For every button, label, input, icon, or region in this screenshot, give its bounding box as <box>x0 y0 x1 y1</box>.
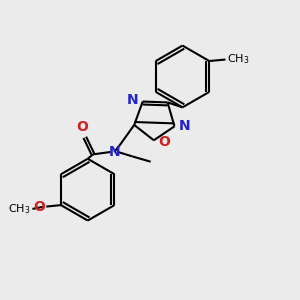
Text: O: O <box>76 120 88 134</box>
Text: CH$_3$: CH$_3$ <box>8 202 30 216</box>
Text: N: N <box>179 119 191 134</box>
Text: CH$_3$: CH$_3$ <box>227 52 250 66</box>
Text: O: O <box>34 200 45 214</box>
Text: N: N <box>126 93 138 107</box>
Text: O: O <box>158 135 170 149</box>
Text: N: N <box>108 145 120 159</box>
